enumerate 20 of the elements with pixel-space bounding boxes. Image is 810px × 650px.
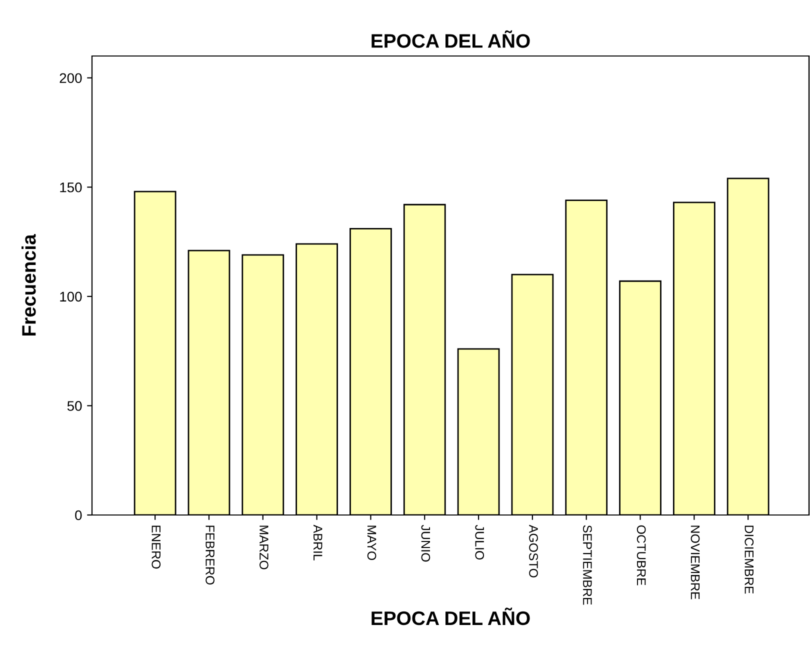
x-tick-label: MAYO xyxy=(367,526,376,560)
x-tick-label: DICIEMBRE xyxy=(744,526,754,594)
x-tick-label: ENERO xyxy=(152,526,161,569)
x-axis-title: EPOCA DEL AÑO xyxy=(372,608,530,626)
y-tick-label: 50 xyxy=(67,401,82,411)
x-tick-label: ABRIL xyxy=(314,524,322,560)
x-tick-label: JULIO xyxy=(475,524,484,560)
x-tick-label: AGOSTO xyxy=(529,524,538,578)
x-tick-label: NOVIEMBRE xyxy=(690,526,700,600)
y-tick-label: 200 xyxy=(60,73,82,84)
x-tick-label: FEBRERO xyxy=(206,526,214,585)
y-tick-label: 0 xyxy=(75,510,82,520)
x-tick-label: SEPTIEMBRE xyxy=(582,525,592,605)
y-tick-label: 150 xyxy=(60,182,82,192)
y-axis-title: Frecuencia xyxy=(22,234,36,336)
x-tick-label: JUNIO xyxy=(421,524,430,562)
y-tick-label: 100 xyxy=(60,292,82,302)
x-tick-label: OCTUBRE xyxy=(636,525,646,586)
x-tick-label: MARZO xyxy=(260,526,268,570)
chart-title: EPOCA DEL AÑO xyxy=(372,30,530,48)
